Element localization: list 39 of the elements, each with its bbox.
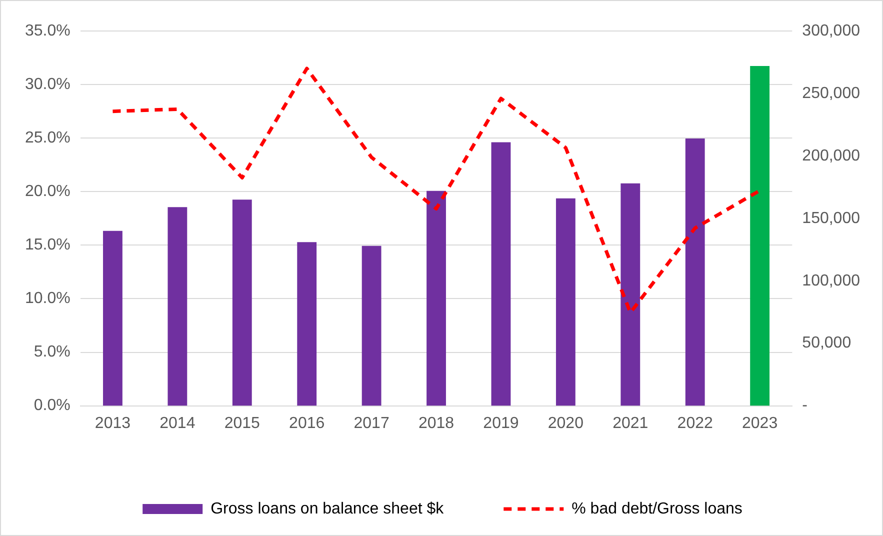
x-tick-label: 2022 bbox=[677, 414, 713, 432]
y-tick-label: 35.0% bbox=[24, 22, 70, 40]
bar bbox=[750, 66, 770, 406]
x-tick-label: 2018 bbox=[418, 414, 454, 432]
y2-tick-label: 50,000 bbox=[802, 334, 852, 352]
bar bbox=[103, 230, 122, 406]
legend-label: % bad debt/Gross loans bbox=[572, 500, 742, 518]
y-tick-label: 10.0% bbox=[24, 290, 70, 308]
y-tick-label: 15.0% bbox=[24, 236, 70, 254]
bar bbox=[232, 200, 252, 406]
bar bbox=[491, 142, 511, 406]
x-tick-label: 2021 bbox=[612, 414, 648, 432]
bar bbox=[362, 246, 382, 406]
y-tick-label: 5.0% bbox=[34, 344, 70, 361]
x-tick-label: 2015 bbox=[224, 414, 260, 432]
bar bbox=[556, 198, 576, 406]
y-tick-label: 25.0% bbox=[24, 129, 70, 146]
bar bbox=[168, 207, 188, 406]
y-tick-label: 30.0% bbox=[24, 76, 70, 93]
bar bbox=[426, 190, 446, 406]
legend-label: Gross loans on balance sheet $k bbox=[210, 500, 445, 518]
bar bbox=[297, 242, 317, 406]
y2-tick-label: 250,000 bbox=[802, 84, 860, 102]
y2-tick-label: 300,000 bbox=[802, 22, 860, 40]
y2-tick-label: - bbox=[802, 397, 808, 414]
x-tick-label: 2020 bbox=[548, 414, 584, 432]
bar bbox=[685, 138, 705, 406]
y2-tick-label: 100,000 bbox=[802, 272, 860, 290]
y2-tick-label: 150,000 bbox=[802, 210, 860, 227]
x-tick-label: 2023 bbox=[742, 414, 778, 432]
x-tick-label: 2013 bbox=[94, 414, 131, 432]
y-tick-label: 20.0% bbox=[24, 183, 70, 200]
x-tick-label: 2014 bbox=[160, 414, 196, 432]
bar bbox=[620, 183, 640, 406]
x-tick-label: 2016 bbox=[289, 414, 325, 432]
y2-tick-label: 200,000 bbox=[802, 147, 860, 164]
x-tick-label: 2019 bbox=[483, 414, 519, 432]
y-tick-label: 0.0% bbox=[34, 397, 70, 414]
x-tick-label: 2017 bbox=[354, 414, 390, 432]
